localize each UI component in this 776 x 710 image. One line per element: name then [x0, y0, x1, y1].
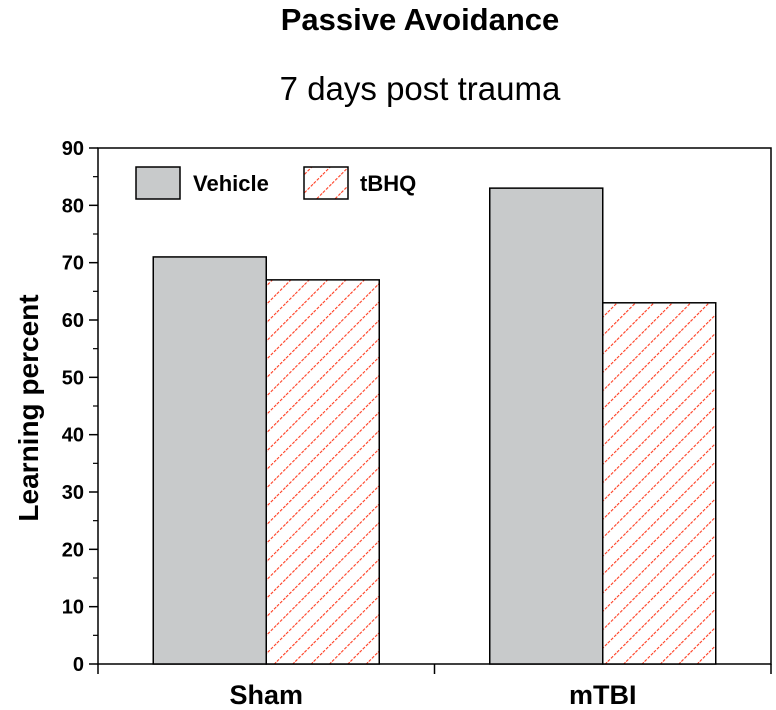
y-tick-label: 90: [62, 138, 84, 160]
y-tick-label: 30: [62, 482, 84, 504]
bars: [152, 187, 717, 665]
y-tick-label: 60: [62, 310, 84, 332]
legend-label-vehicle: Vehicle: [193, 171, 269, 196]
legend-swatch-tbhq: [303, 166, 349, 200]
x-axis: Sham mTBI: [97, 664, 772, 710]
bar-tbhq-mtbi: [602, 302, 717, 665]
y-tick-label: 80: [62, 195, 84, 217]
bar-tbhq-sham: [265, 279, 380, 665]
y-tick-label: 40: [62, 425, 84, 447]
y-tick-label: 10: [62, 597, 84, 619]
y-tick-label: 0: [73, 654, 84, 676]
legend-label-tbhq: tBHQ: [360, 171, 416, 196]
x-category-label: Sham: [229, 680, 303, 710]
y-tick-label: 20: [62, 539, 84, 561]
legend-swatch-vehicle: [135, 166, 181, 200]
bar-vehicle-sham: [152, 256, 267, 665]
y-tick-label: 70: [62, 253, 84, 275]
x-category-label: mTBI: [569, 680, 637, 710]
bar-vehicle-mtbi: [489, 187, 604, 665]
chart-subtitle: 7 days post trauma: [279, 70, 561, 107]
legend: Vehicle tBHQ: [135, 166, 416, 200]
y-axis-label: Learning percent: [13, 294, 44, 521]
y-axis: 0 10 20 30 40 50 60 70 80 90: [62, 138, 98, 676]
y-tick-label: 50: [62, 367, 84, 389]
chart-title: Passive Avoidance: [280, 2, 560, 37]
